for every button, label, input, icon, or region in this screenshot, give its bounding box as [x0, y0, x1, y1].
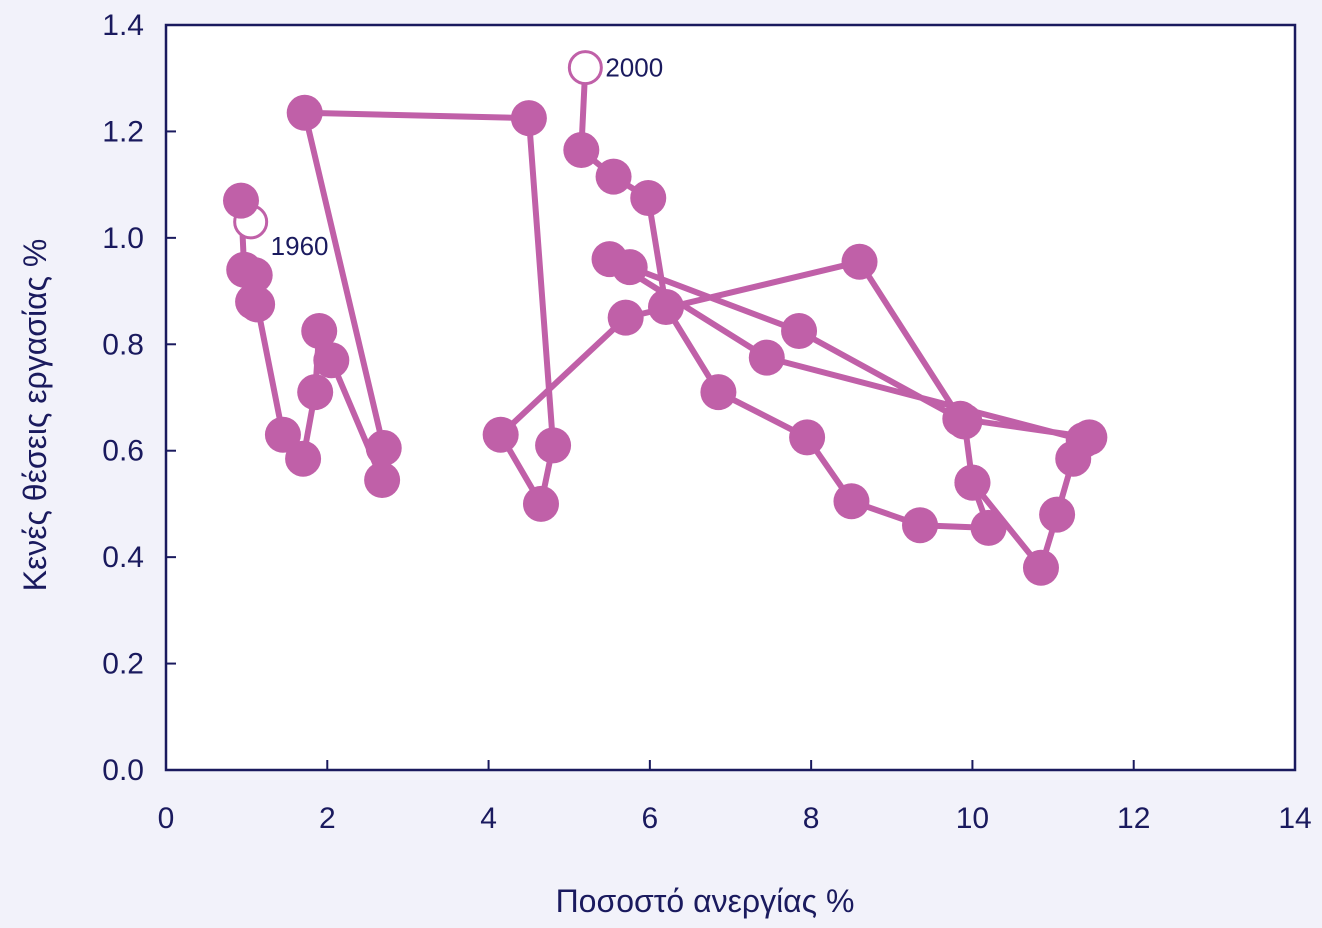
- y-tick-label: 0.8: [102, 328, 144, 361]
- data-point: [1039, 496, 1076, 533]
- data-point: [954, 464, 991, 501]
- data-point: [482, 416, 519, 453]
- y-tick-label: 0.6: [102, 435, 144, 468]
- data-point: [647, 289, 684, 326]
- data-point: [748, 339, 785, 376]
- data-point: [833, 483, 870, 520]
- data-point: [1055, 440, 1092, 477]
- data-point: [286, 94, 323, 131]
- data-point: [970, 509, 1007, 546]
- data-point: [301, 312, 338, 349]
- axes: 0 2 4 6 8 10 12 14 0.0 0.2 0.4 0.6 0.8 1.0 1.2 1.4: [102, 9, 1311, 835]
- y-tick-label: 1.2: [102, 115, 144, 148]
- point-annotations: 1960 2000: [271, 53, 664, 261]
- data-point: [285, 440, 322, 477]
- y-axis-title: Κενές θέσεις εργασίας %: [17, 239, 53, 592]
- y-tick-label: 0.4: [102, 541, 144, 574]
- x-tick-label: 10: [956, 802, 989, 835]
- x-tick-label: 6: [642, 802, 659, 835]
- y-tick-label: 0.0: [102, 754, 144, 787]
- x-axis-title: Ποσοστό ανεργίας %: [556, 883, 855, 919]
- x-tick-label: 0: [158, 802, 175, 835]
- data-point: [607, 299, 644, 336]
- data-point: [841, 243, 878, 280]
- data-point: [902, 507, 939, 544]
- data-point: [789, 419, 826, 456]
- x-tick-label: 12: [1117, 802, 1150, 835]
- y-tick-label: 1.4: [102, 9, 144, 42]
- open-data-point: [567, 50, 603, 86]
- data-point: [264, 416, 301, 453]
- data-point: [365, 430, 402, 467]
- data-point: [239, 286, 276, 323]
- data-point: [297, 374, 334, 411]
- data-point: [595, 158, 632, 195]
- data-point: [630, 179, 667, 216]
- data-point: [313, 342, 350, 379]
- y-tick-label: 1.0: [102, 222, 144, 255]
- x-tick-label: 4: [480, 802, 497, 835]
- data-point: [781, 312, 818, 349]
- data-point: [611, 249, 648, 286]
- data-point: [700, 374, 737, 411]
- x-tick-label: 8: [803, 802, 820, 835]
- data-point: [535, 427, 572, 464]
- data-point: [1022, 549, 1059, 586]
- x-tick-label: 14: [1278, 802, 1311, 835]
- data-point: [364, 461, 401, 498]
- data-point: [510, 100, 547, 137]
- x-tick-label: 2: [319, 802, 336, 835]
- data-point: [222, 182, 259, 219]
- data-point: [563, 132, 600, 169]
- data-point: [236, 257, 273, 294]
- point-label: 1960: [271, 231, 329, 261]
- y-tick-label: 0.2: [102, 648, 144, 681]
- data-point: [946, 403, 983, 440]
- series-points: [222, 50, 1108, 586]
- point-label: 2000: [605, 53, 663, 83]
- data-point: [522, 485, 559, 522]
- series-line: [969, 455, 1077, 571]
